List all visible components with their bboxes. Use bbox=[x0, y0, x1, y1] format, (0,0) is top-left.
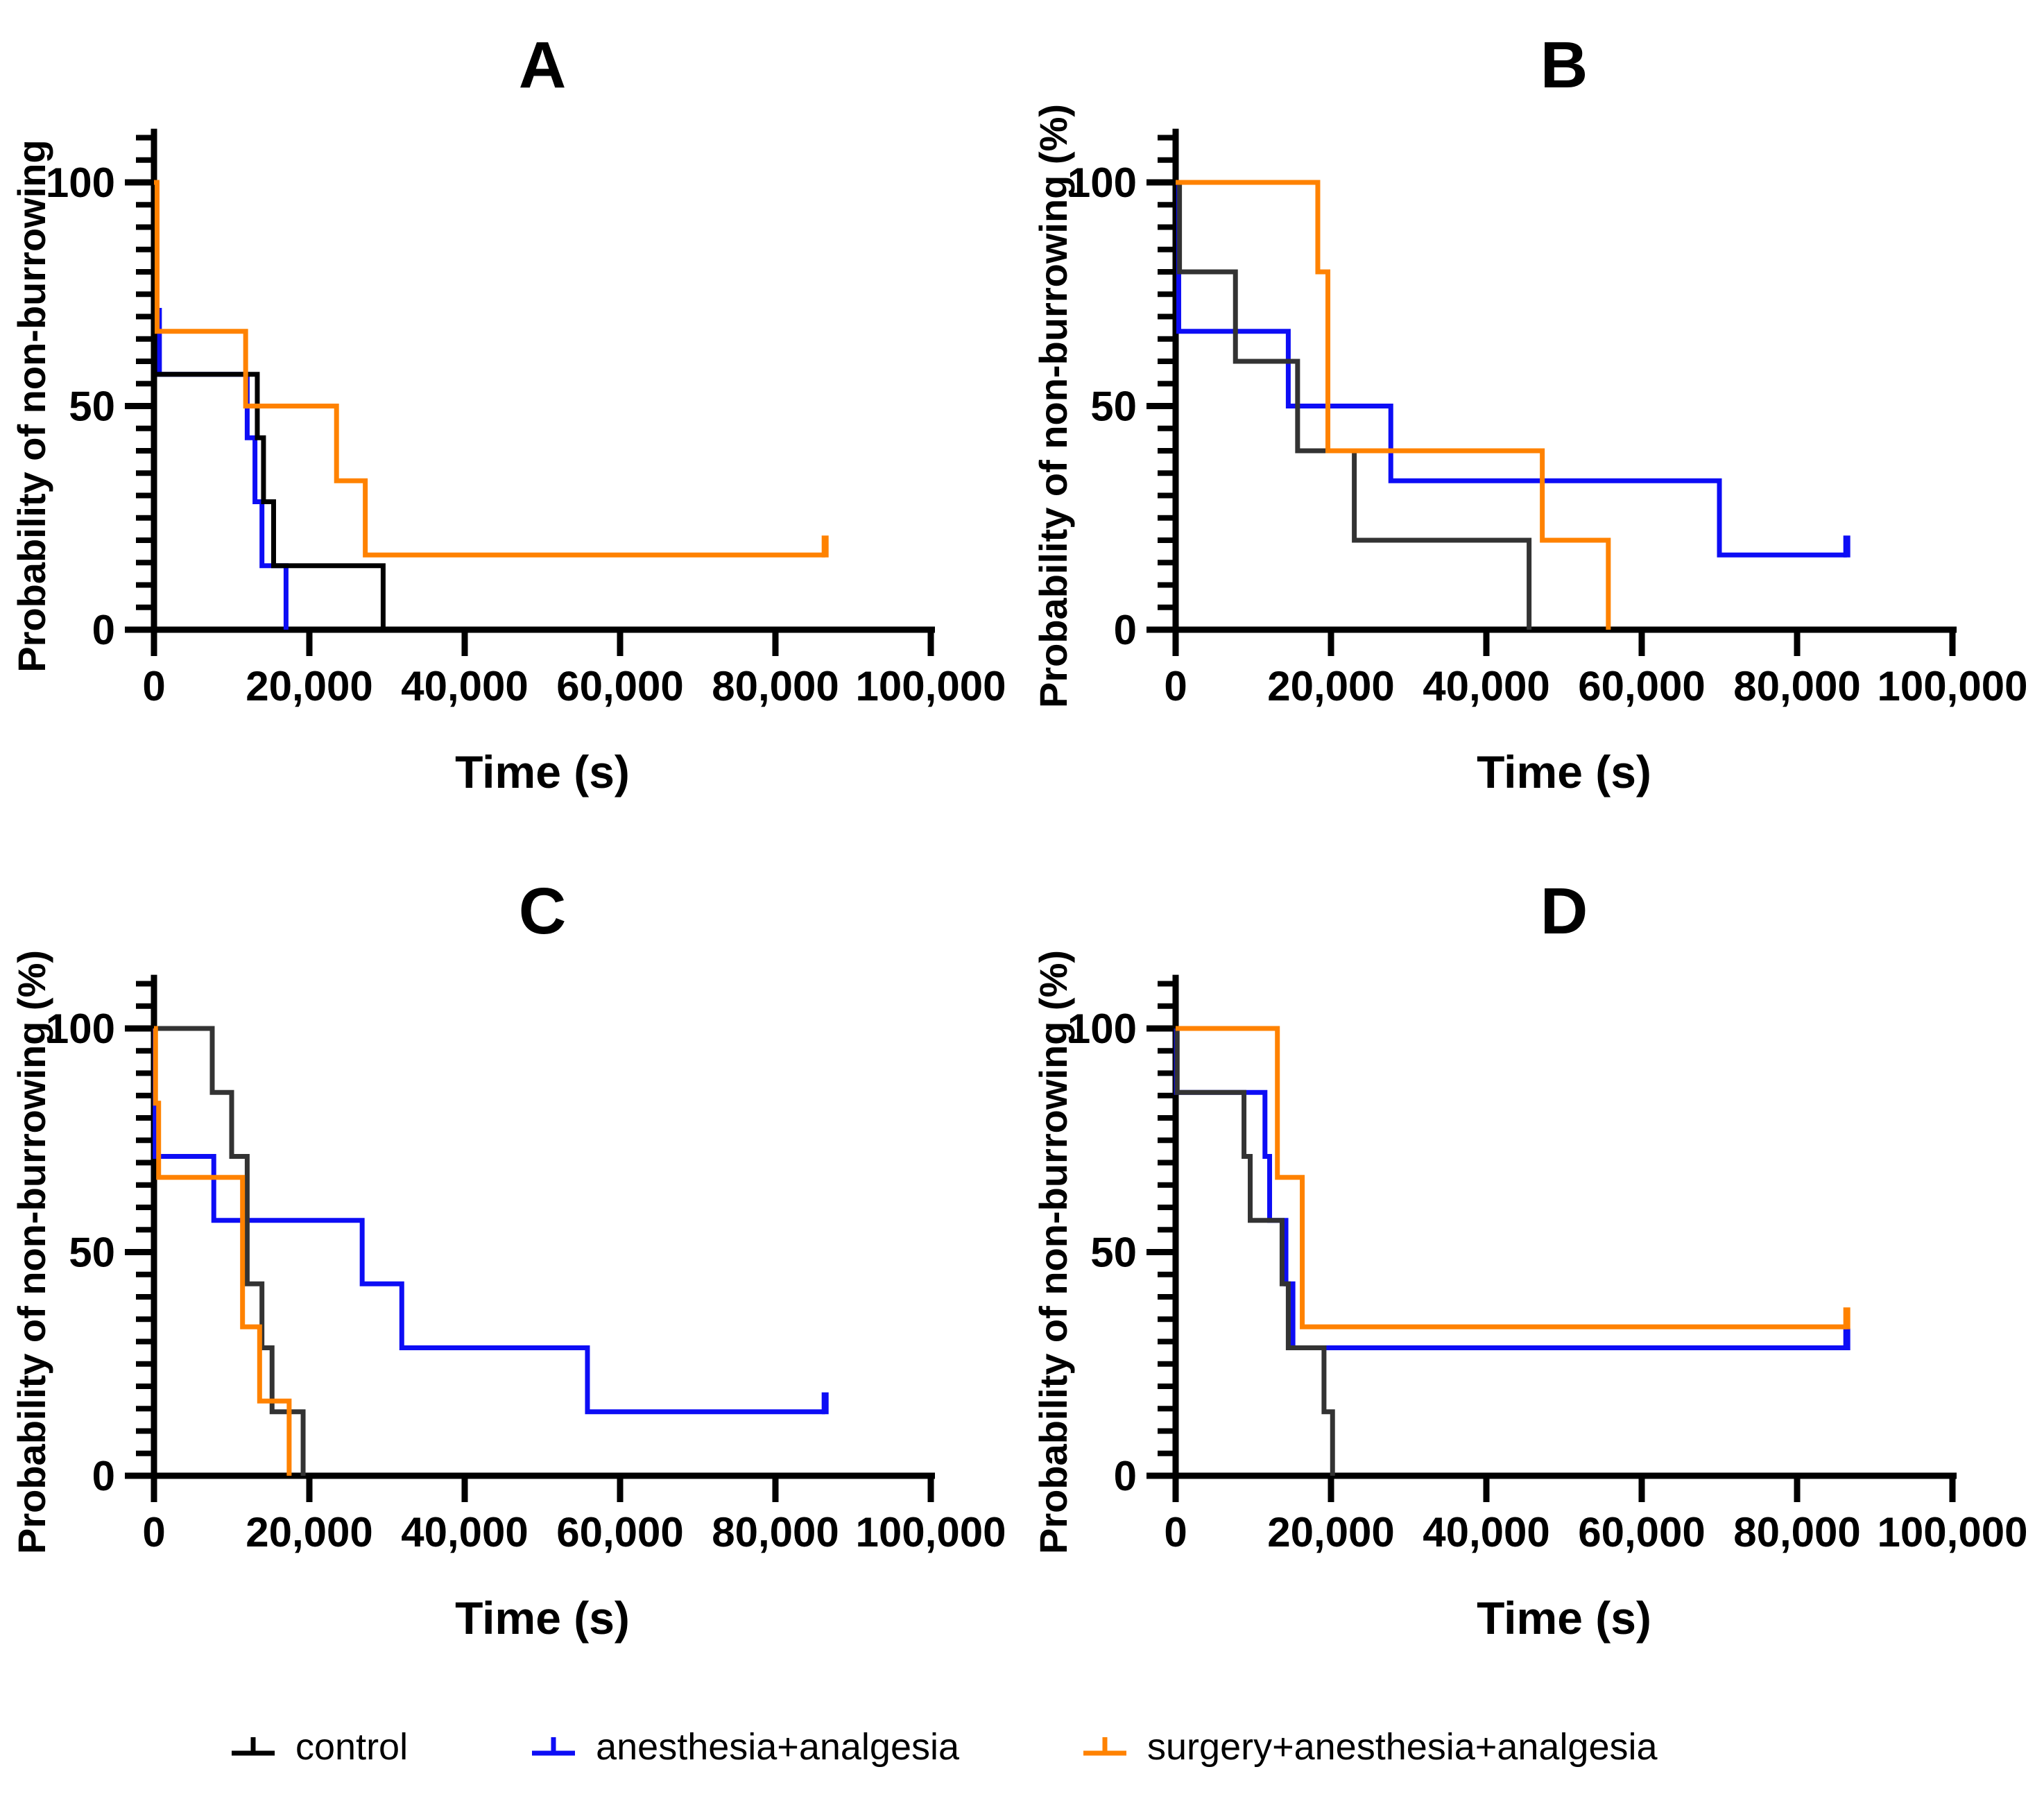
panel-d-plot: D Probability of non-burrowing (%) 0 50 100 0… bbox=[1031, 874, 2028, 1644]
y-tick-label: 0 bbox=[92, 607, 114, 653]
x-tick-label: 40,000 bbox=[401, 1509, 529, 1556]
legend-label: surgery+anesthesia+analgesia bbox=[1147, 1725, 1658, 1768]
x-axis-label: Time (s) bbox=[455, 1592, 630, 1644]
x-tick-label: 40,000 bbox=[401, 663, 529, 709]
x-tick-label: 40,000 bbox=[1423, 1509, 1550, 1556]
x-tick-label: 80,000 bbox=[712, 1509, 839, 1556]
x-tick-label: 0 bbox=[1164, 1509, 1187, 1556]
y-tick-label: 0 bbox=[1114, 1453, 1137, 1499]
x-tick-label: 60,000 bbox=[556, 1509, 684, 1556]
panel-a: A Probability of non-burrowing 0 50 100 0 20,0… bbox=[0, 0, 1022, 846]
axes bbox=[124, 974, 935, 1502]
x-tick-label: 0 bbox=[142, 1509, 165, 1556]
x-axis-label: Time (s) bbox=[1477, 1592, 1651, 1644]
x-tick-label: 100,000 bbox=[1878, 663, 2028, 709]
legend: control anesthesia+analgesia surgery+anest… bbox=[0, 1692, 2044, 1801]
x-tick-label: 100,000 bbox=[855, 1509, 1006, 1556]
axes bbox=[1146, 974, 1957, 1502]
curve-control bbox=[153, 1026, 306, 1476]
curve-control bbox=[1174, 1026, 1335, 1476]
panel-title: D bbox=[1540, 874, 1588, 948]
y-tick-label: 50 bbox=[69, 1230, 115, 1276]
y-tick-label: 100 bbox=[45, 1006, 114, 1052]
y-tick-label: 0 bbox=[92, 1453, 114, 1499]
x-tick-label: 20,000 bbox=[246, 1509, 373, 1556]
x-tick-label: 80,000 bbox=[712, 663, 839, 709]
y-tick-label: 100 bbox=[1067, 160, 1137, 206]
y-tick-label: 50 bbox=[69, 384, 115, 430]
y-tick-label: 50 bbox=[1090, 1230, 1137, 1276]
axes bbox=[1146, 128, 1957, 656]
legend-item-control: control bbox=[229, 1725, 408, 1768]
panel-c-plot: C Probability of non-burrowing (%) 0 50 100 0… bbox=[10, 874, 1006, 1644]
y-axis-label: Probability of non-burrowing (%) bbox=[1031, 104, 1075, 708]
panel-title: B bbox=[1540, 28, 1588, 102]
legend-line-censor-icon bbox=[232, 1737, 275, 1755]
panel-b: B Probability of non-burrowing (%) 0 50 100 0… bbox=[1022, 0, 2044, 846]
y-axis-label: Probability of non-burrowing bbox=[10, 139, 53, 672]
legend-label: control bbox=[295, 1725, 409, 1768]
x-tick-label: 40,000 bbox=[1423, 663, 1550, 709]
curve-anesthesia-analgesia bbox=[1176, 180, 1847, 558]
panel-b-plot: B Probability of non-burrowing (%) 0 50 100 0… bbox=[1031, 28, 2028, 798]
legend-label: anesthesia+analgesia bbox=[596, 1725, 960, 1768]
curve-surgery-anesthesia-analgesia bbox=[1176, 180, 1611, 630]
legend-item-surgery: surgery+anesthesia+analgesia bbox=[1081, 1725, 1658, 1768]
panel-c: C Probability of non-burrowing (%) 0 50 100 0… bbox=[0, 846, 1022, 1692]
x-tick-label: 60,000 bbox=[1578, 663, 1706, 709]
x-axis-label: Time (s) bbox=[1477, 746, 1651, 798]
panel-title: C bbox=[518, 874, 566, 948]
x-tick-label: 20,000 bbox=[1267, 1509, 1395, 1556]
x-tick-label: 60,000 bbox=[556, 663, 684, 709]
panel-d: D Probability of non-burrowing (%) 0 50 100 0… bbox=[1022, 846, 2044, 1692]
y-tick-label: 50 bbox=[1090, 384, 1137, 430]
legend-line-censor-icon bbox=[1083, 1737, 1127, 1755]
curve-surgery-anesthesia-analgesia bbox=[153, 180, 825, 558]
curve-surgery-anesthesia-analgesia bbox=[153, 1026, 291, 1476]
y-tick-label: 100 bbox=[45, 160, 114, 206]
curve-control bbox=[1176, 180, 1532, 630]
panel-a-plot: A Probability of non-burrowing 0 50 100 0 20,0… bbox=[10, 28, 1006, 798]
curve-anesthesia-analgesia bbox=[152, 1026, 825, 1415]
legend-item-anesthesia: anesthesia+analgesia bbox=[529, 1725, 959, 1768]
panel-title: A bbox=[518, 28, 566, 102]
x-tick-label: 0 bbox=[142, 663, 165, 709]
curve-surgery-anesthesia-analgesia bbox=[1176, 1026, 1847, 1329]
x-tick-label: 60,000 bbox=[1578, 1509, 1706, 1556]
x-tick-label: 100,000 bbox=[1878, 1509, 2028, 1556]
x-tick-label: 80,000 bbox=[1733, 1509, 1861, 1556]
x-axis-label: Time (s) bbox=[455, 746, 630, 798]
x-tick-label: 80,000 bbox=[1733, 663, 1861, 709]
x-tick-label: 100,000 bbox=[855, 663, 1006, 709]
x-tick-label: 20,000 bbox=[246, 663, 373, 709]
y-tick-label: 0 bbox=[1114, 607, 1137, 653]
y-tick-label: 100 bbox=[1067, 1006, 1137, 1052]
legend-line-censor-icon bbox=[532, 1737, 576, 1755]
x-tick-label: 0 bbox=[1164, 663, 1187, 709]
y-axis-label: Probability of non-burrowing (%) bbox=[10, 950, 53, 1554]
y-axis-label: Probability of non-burrowing (%) bbox=[1031, 950, 1075, 1554]
x-tick-label: 20,000 bbox=[1267, 663, 1395, 709]
